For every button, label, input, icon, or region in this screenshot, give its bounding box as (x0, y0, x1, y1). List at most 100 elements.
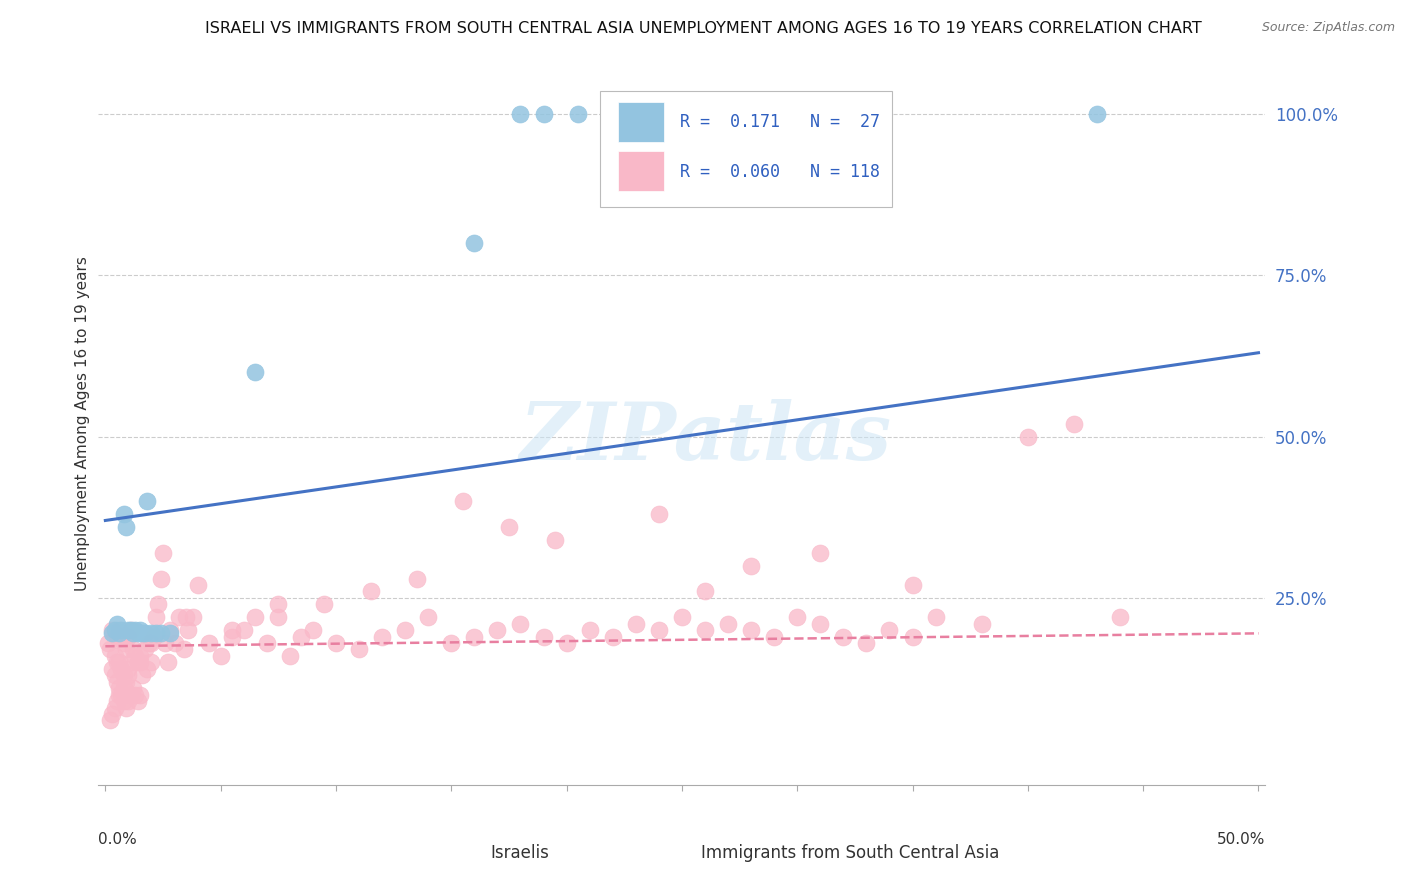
Point (693, 584, 716, 599)
Point (463, 630, 485, 644)
Point (1085, 107, 1108, 121)
Point (602, 630, 624, 644)
Point (115, 700, 138, 714)
Point (498, 520, 520, 534)
Point (112, 507, 135, 521)
Point (105, 630, 128, 644)
Point (120, 688, 142, 702)
Point (141, 626, 163, 640)
Point (142, 630, 165, 644)
Point (360, 584, 382, 599)
Point (105, 674, 128, 689)
Point (117, 694, 139, 708)
Text: 0.0%: 0.0% (98, 832, 138, 847)
Point (127, 656, 149, 670)
Point (256, 636, 278, 650)
Point (533, 630, 555, 644)
Point (624, 616, 647, 631)
Point (232, 623, 254, 637)
Point (1017, 429, 1039, 443)
Point (112, 636, 135, 650)
Point (394, 623, 416, 637)
Point (152, 546, 174, 560)
Point (134, 642, 156, 657)
Point (122, 642, 145, 657)
Point (159, 626, 181, 640)
Point (120, 623, 142, 637)
Text: 50.0%: 50.0% (1218, 832, 1265, 847)
Point (97, 636, 120, 650)
Point (108, 656, 131, 670)
Text: R =  0.060   N = 118: R = 0.060 N = 118 (679, 162, 880, 180)
Point (131, 668, 153, 682)
Point (101, 623, 124, 637)
Text: R =  0.171   N =  27: R = 0.171 N = 27 (679, 113, 880, 131)
Text: Israelis: Israelis (491, 844, 550, 862)
Point (267, 610, 290, 624)
Point (740, 623, 762, 637)
Point (117, 662, 139, 676)
Point (122, 626, 145, 640)
Point (509, 107, 531, 121)
Point (112, 668, 135, 682)
Point (693, 623, 716, 637)
Point (101, 626, 124, 640)
Point (486, 623, 509, 637)
Point (117, 630, 139, 644)
Point (148, 598, 170, 612)
Point (98, 642, 121, 657)
Point (163, 636, 186, 650)
Point (174, 610, 197, 624)
Point (221, 630, 243, 644)
Point (325, 636, 347, 650)
Point (245, 365, 267, 379)
Point (129, 656, 152, 670)
Point (112, 681, 135, 696)
Point (124, 623, 146, 637)
Point (808, 616, 831, 631)
Point (117, 668, 139, 682)
Point (177, 623, 200, 637)
Point (509, 616, 531, 631)
Point (173, 642, 195, 657)
Point (855, 636, 877, 650)
Point (101, 706, 124, 721)
Point (141, 656, 163, 670)
Point (763, 630, 786, 644)
Point (808, 546, 831, 560)
Point (463, 235, 485, 250)
Point (145, 626, 167, 640)
Point (302, 623, 325, 637)
Point (1063, 417, 1085, 431)
Point (879, 623, 901, 637)
Point (110, 662, 132, 676)
Point (101, 662, 124, 676)
Point (115, 642, 138, 657)
Point (671, 610, 693, 624)
Point (149, 572, 172, 586)
Point (314, 598, 336, 612)
Point (105, 656, 128, 670)
Point (451, 494, 474, 508)
Point (267, 598, 290, 612)
Point (120, 623, 142, 637)
Point (717, 107, 740, 121)
Point (105, 694, 128, 708)
Point (103, 648, 125, 663)
Point (103, 668, 125, 682)
Point (405, 572, 427, 586)
Point (124, 688, 146, 702)
Point (418, 610, 440, 624)
Point (901, 578, 924, 592)
Point (129, 688, 152, 702)
Point (122, 681, 145, 696)
Point (110, 688, 132, 702)
Point (145, 610, 167, 624)
Point (112, 694, 135, 708)
FancyBboxPatch shape (652, 838, 692, 866)
Point (129, 623, 152, 637)
Point (135, 662, 157, 676)
Point (440, 636, 463, 650)
Point (648, 623, 671, 637)
Point (110, 630, 132, 644)
